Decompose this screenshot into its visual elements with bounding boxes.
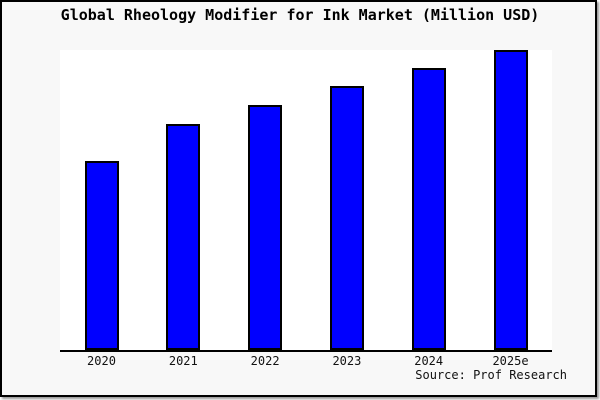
x-tick-label-2022: 2022 (250, 354, 280, 368)
bar-2023 (329, 86, 364, 350)
x-tick-label-2025e: 2025e (492, 354, 529, 368)
bar-2021 (166, 124, 201, 350)
x-tick-label-2024: 2024 (414, 354, 444, 368)
bar-2025e (493, 50, 528, 350)
source-credit: Source: Prof Research (415, 368, 567, 382)
bar-2024 (411, 68, 446, 350)
x-tick-label-2021: 2021 (168, 354, 198, 368)
bar-2022 (248, 105, 283, 350)
bar-2020 (84, 161, 119, 350)
plot-area (60, 50, 552, 352)
chart-title: Global Rheology Modifier for Ink Market … (60, 6, 540, 24)
x-axis-ticks: 2020 2021 2022 2023 2024 2025e (0, 354, 600, 370)
x-tick-label-2023: 2023 (332, 354, 362, 368)
x-tick-label-2020: 2020 (87, 354, 116, 368)
